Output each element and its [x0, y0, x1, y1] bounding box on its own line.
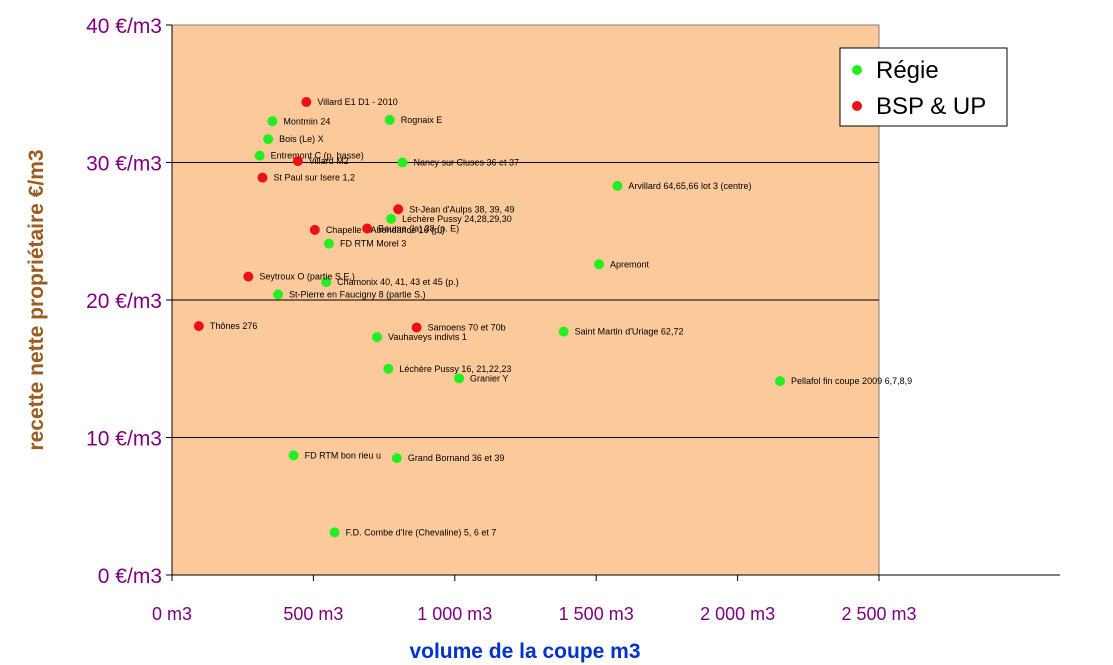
data-point	[411, 322, 422, 333]
data-point-label: Apremont	[610, 259, 650, 269]
legend-label-bsp-up: BSP & UP	[876, 93, 986, 120]
legend-box	[839, 47, 1008, 127]
y-tick-label: 40 €/m3	[86, 15, 162, 38]
data-point	[273, 289, 284, 300]
data-point-label: Vauhaveys indivis 1	[388, 332, 467, 342]
grid-lines	[172, 162, 879, 438]
legend: Régie BSP & UP	[839, 47, 1008, 127]
data-point-label: Saint Martin d'Uriage 62,72	[575, 327, 684, 337]
data-point	[384, 114, 395, 125]
data-point-label: F.D. Combe d'Ire (Chevaline) 5, 6 et 7	[346, 527, 497, 537]
data-point-label: FD RTM bon rieu u	[305, 450, 381, 460]
x-tick-label: 2 500 m3	[841, 604, 916, 624]
data-point-label: Villard E1 D1 - 2010	[317, 97, 397, 107]
data-point	[288, 450, 299, 461]
data-point	[386, 213, 397, 224]
data-point-label: Bois (Le) X	[279, 134, 324, 144]
data-point	[372, 332, 383, 343]
y-tick-label: 0 €/m3	[98, 565, 162, 588]
x-tick-label: 0 m3	[152, 604, 192, 624]
data-point-label: St-Pierre en Faucigny 8 (partie S.)	[289, 290, 426, 300]
data-point	[393, 204, 404, 215]
data-point	[775, 376, 786, 387]
data-point	[397, 157, 408, 168]
y-axis-title: recette nette propriétaire €/m3	[25, 149, 48, 450]
data-point	[362, 223, 373, 234]
data-point-label: Pellafol fin coupe 2009 6,7,8,9	[791, 376, 912, 386]
data-point	[594, 259, 605, 270]
data-point	[257, 172, 268, 183]
data-point-label: Montmin 24	[283, 116, 330, 126]
data-point-label: Léchère Pussy 16, 21,22,23	[399, 364, 511, 374]
data-point	[254, 150, 265, 161]
y-tick-label: 30 €/m3	[86, 153, 162, 176]
data-point-label: FD RTM Morel 3	[340, 239, 406, 249]
data-point-label: Nancy sur Cluses 36 et 37	[413, 158, 519, 168]
x-tick-label: 1 500 m3	[559, 604, 634, 624]
data-point-label: Rognaix E	[401, 115, 443, 125]
data-point	[383, 363, 394, 374]
data-point-label: Baume (la) 38 (p. E)	[378, 224, 459, 234]
data-point	[193, 321, 204, 332]
data-point	[292, 156, 303, 167]
x-tick-label: 500 m3	[283, 604, 343, 624]
data-point	[454, 373, 465, 384]
data-point-label: St Paul sur Isere 1,2	[273, 173, 355, 183]
x-tick-label: 1 000 m3	[417, 604, 492, 624]
data-point-label: Chamonix 40, 41, 43 et 45 (p.)	[337, 277, 459, 287]
data-point	[323, 238, 334, 249]
data-point-label: Entremont C (p. basse)	[271, 151, 364, 161]
y-tick-label: 20 €/m3	[86, 290, 162, 313]
data-points: Montmin 24 Bois (Le) X Entremont C (p. bas…	[193, 97, 912, 538]
y-tick-label: 10 €/m3	[86, 428, 162, 451]
data-point	[391, 453, 402, 464]
data-point-label: Thônes 276	[210, 321, 258, 331]
legend-marker-bsp-up	[852, 101, 862, 111]
data-point-label: Grand Bornand 36 et 39	[408, 453, 505, 463]
data-point	[263, 134, 274, 145]
data-point	[267, 116, 278, 127]
x-axis-title: volume de la coupe m3	[409, 640, 640, 663]
data-point	[301, 97, 312, 107]
data-point	[558, 326, 569, 337]
y-tick-labels: 0 €/m3 10 €/m3 20 €/m3 30 €/m3 40 €/m3	[86, 15, 172, 588]
data-point-label: Chapelle d'Abondance 16 (p.)	[326, 225, 445, 235]
data-point	[309, 224, 320, 235]
legend-label-regie: Régie	[876, 57, 939, 84]
data-point-label: Arvillard 64,65,66 lot 3 (centre)	[628, 181, 751, 191]
data-point-label: Léchère Pussy 24,28,29,30	[402, 214, 512, 224]
data-point-label: Granier Y	[470, 373, 508, 383]
x-tick-labels: 0 m3 500 m3 1 000 m3 1 500 m3 2 000 m3 2 500 …	[152, 575, 917, 624]
x-tick-label: 2 000 m3	[700, 604, 775, 624]
data-point	[329, 527, 340, 538]
data-point	[243, 271, 254, 282]
data-point-label: Seytroux O (partie S.E.)	[259, 272, 355, 282]
data-point	[321, 277, 332, 288]
data-point-label: St-Jean d'Aulps 38, 39, 49	[409, 204, 514, 214]
data-point	[612, 180, 623, 191]
legend-marker-regie	[852, 65, 862, 75]
data-point-label: Villard M2	[309, 156, 349, 166]
data-point-label: Samoens 70 et 70b	[428, 323, 506, 333]
